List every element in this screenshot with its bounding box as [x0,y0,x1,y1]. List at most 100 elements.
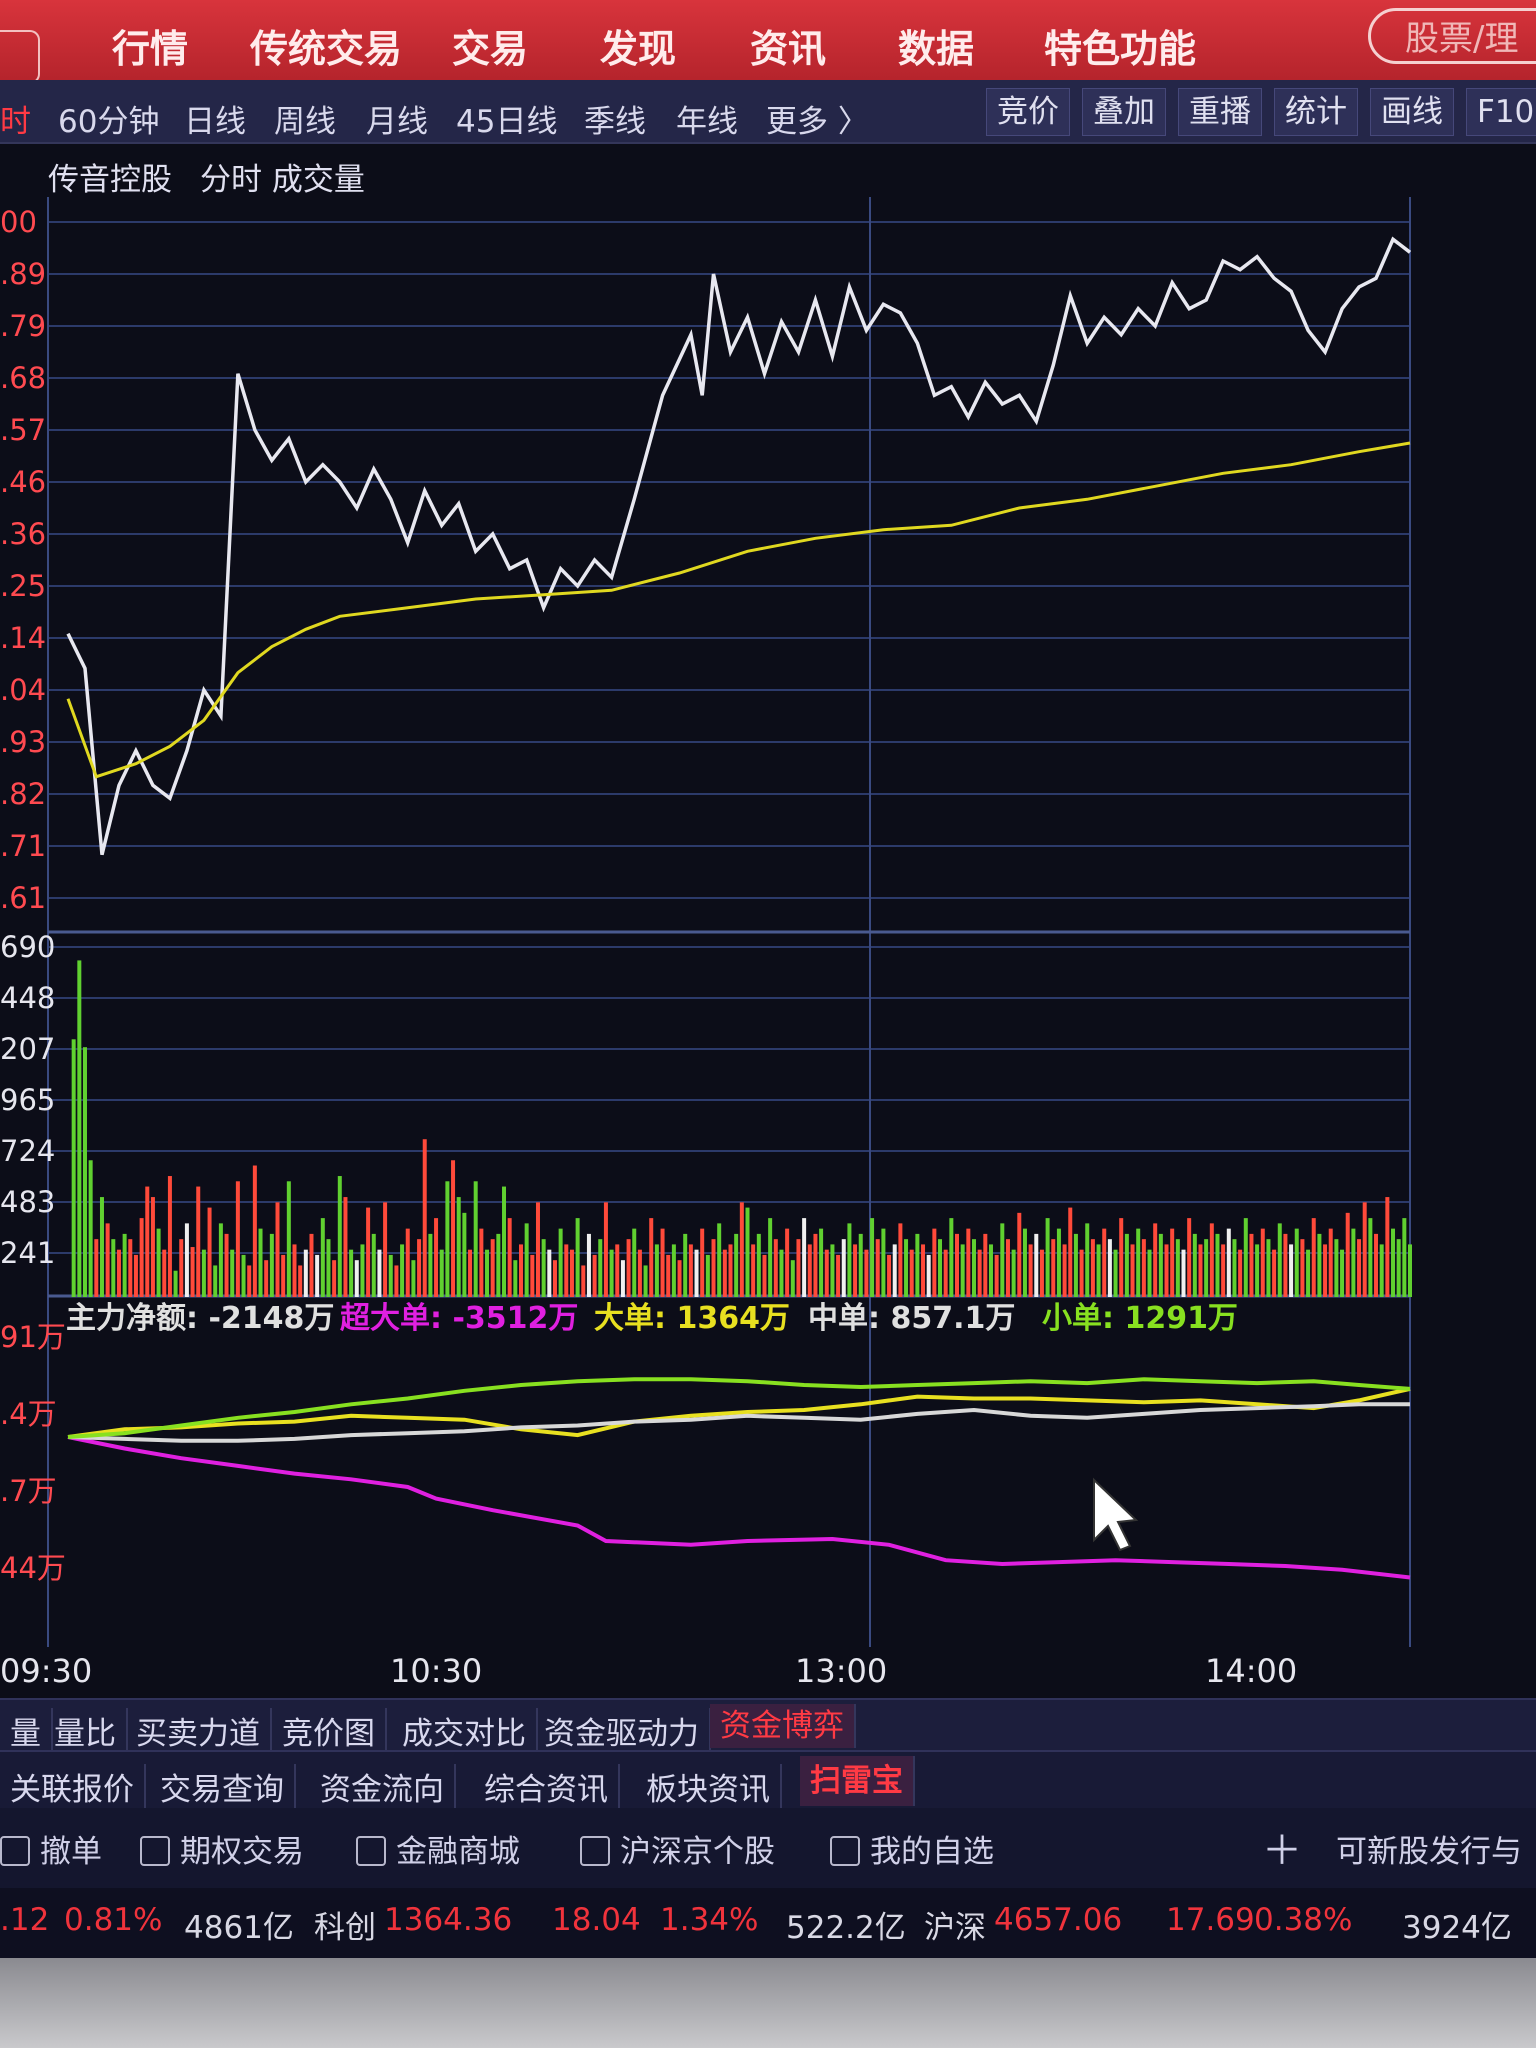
flow-legend-item: 超大单: -3512万 [340,1301,578,1336]
volume-bar [841,1239,846,1297]
volume-bar [1289,1244,1294,1297]
volume-bar [122,1233,127,1297]
nav-discover[interactable]: 发现 [600,27,677,71]
tool-draw-line[interactable]: 画线 [1370,88,1454,136]
volume-bar [581,1265,586,1297]
stock-list-button[interactable]: 沪深京个股 [580,1826,775,1871]
period-yearly[interactable]: 年线 [676,104,738,140]
ticker-value: .12 [0,1902,50,1938]
tab-auction-chart[interactable]: 竞价图 [272,1708,387,1753]
volume-bar [281,1254,286,1297]
period-monthly[interactable]: 月线 [366,104,428,140]
period-60min[interactable]: 60分钟 [58,104,160,140]
flow-legend-item: 主力净额: -2148万 [66,1301,334,1336]
nav-special-features[interactable]: 特色功能 [1044,27,1197,71]
ticker-index-name: 科创 [314,1910,376,1946]
tab-related-quotes[interactable]: 关联报价 [0,1764,146,1809]
fund-flow-line [67,1402,1410,1443]
volume-bar [1396,1239,1401,1297]
volume-bar [1368,1218,1373,1297]
volume-bar [315,1254,320,1297]
volume-bar [994,1254,999,1297]
volume-bar [1170,1228,1175,1297]
nav-trade[interactable]: 交易 [452,27,529,71]
ipo-notice[interactable]: 可新股发行与 [1336,1834,1522,1870]
tab-capital-drive[interactable]: 资金驱动力 [534,1708,711,1753]
volume-bar [1249,1233,1254,1297]
chart-svg[interactable]: 传音控股 分时 成交量 00 .89 .79 .68 .57 .46 .36 .25 .14 .0… [0,142,1536,1710]
tab-sector-news[interactable]: 板块资讯 [636,1764,782,1809]
volume-axis-label: 724 [0,1134,55,1168]
tool-f10[interactable]: F10 [1466,88,1536,136]
nav-data[interactable]: 数据 [898,27,975,71]
volume-bar [269,1233,274,1297]
time-axis-label: 10:30 [390,1652,482,1690]
price-axis-label: .25 [0,569,46,603]
period-weekly[interactable]: 周线 [274,104,336,140]
finance-mall-button[interactable]: 金融商城 [356,1826,520,1871]
tab-trade-query[interactable]: 交易查询 [150,1764,296,1809]
nav-traditional-trade[interactable]: 传统交易 [250,27,403,71]
volume-bar [683,1233,688,1297]
period-intraday[interactable]: 时 [0,104,31,140]
volume-bar [377,1249,382,1297]
volume-bar [162,1249,167,1297]
tab-trade-compare[interactable]: 成交对比 [392,1708,538,1753]
nav-market[interactable]: 行情 [112,27,189,71]
tab-volume-ratio[interactable]: 量比 [44,1708,128,1753]
cancel-order-button[interactable]: 撤单 [0,1826,102,1871]
tool-auction[interactable]: 竞价 [986,88,1070,136]
volume-bar [790,1260,795,1297]
star-icon [830,1836,860,1866]
volume-bar [71,1039,76,1297]
indicator-tab-row: 量 量比 买卖力道 竞价图 成交对比 资金驱动力 资金博弈 [0,1698,1536,1753]
volume-bar [145,1186,150,1297]
period-45day[interactable]: 45日线 [456,104,558,140]
nav-news[interactable]: 资讯 [750,27,827,71]
flow-axis-label: 91万 [0,1320,66,1354]
plus-icon[interactable]: ＋ [1262,1828,1302,1874]
volume-bar [1328,1228,1333,1297]
period-more[interactable]: 更多 〉 [766,104,869,140]
volume-bar [207,1207,212,1297]
search-input[interactable]: 股票/理 [1368,8,1536,64]
tab-general-news[interactable]: 综合资讯 [474,1764,620,1809]
volume-bar [1045,1218,1050,1297]
volume-bar [1073,1233,1078,1297]
volume-bar [1119,1218,1124,1297]
volume-bar [1294,1228,1299,1297]
volume-bar [1277,1223,1282,1297]
volume-bar [575,1218,580,1297]
volume-bar [1334,1239,1339,1297]
volume-bar [1090,1239,1095,1297]
volume-bar [247,1265,252,1297]
tab-risk-scanner[interactable]: 扫雷宝 [800,1756,915,1806]
volume-bar [1175,1239,1180,1297]
volume-bar [1034,1233,1039,1297]
period-quarterly[interactable]: 季线 [584,104,646,140]
chart-area[interactable]: 传音控股 分时 成交量 00 .89 .79 .68 .57 .46 .36 .25 .14 .0… [0,142,1536,1710]
period-daily[interactable]: 日线 [184,104,246,140]
volume-bar [258,1228,263,1297]
tab-capital-flow[interactable]: 资金流向 [310,1764,456,1809]
volume-bar [354,1260,359,1297]
menu-icon[interactable] [0,30,40,84]
options-trade-button[interactable]: 期权交易 [140,1826,304,1871]
tab-capital-game[interactable]: 资金博弈 [710,1704,856,1748]
tab-buy-sell-force[interactable]: 买卖力道 [126,1708,272,1753]
volume-bar [643,1265,648,1297]
volume-bar [598,1239,603,1297]
watchlist-button[interactable]: 我的自选 [830,1826,994,1871]
volume-bar [275,1202,280,1297]
tool-overlay[interactable]: 叠加 [1082,88,1166,136]
fund-flow-line [67,1435,1411,1580]
volume-bar [796,1239,801,1297]
volume-bar [988,1244,993,1297]
volume-bar [558,1228,563,1297]
tool-statistics[interactable]: 统计 [1274,88,1358,136]
volume-bar [1028,1244,1033,1297]
volume-axis-label: 965 [0,1083,55,1117]
tab-volume[interactable]: 量 [0,1708,53,1753]
volume-bar [462,1212,467,1297]
tool-replay[interactable]: 重播 [1178,88,1262,136]
